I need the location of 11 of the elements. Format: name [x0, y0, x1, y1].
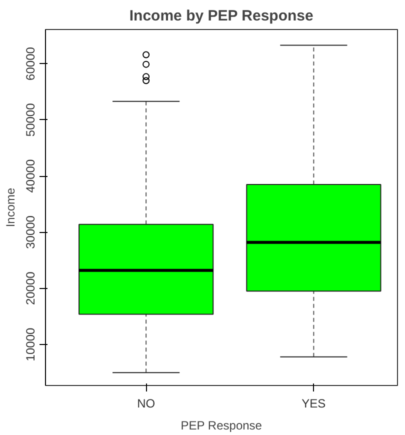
y-axis-title: Income	[4, 188, 18, 228]
y-tick-label: 60000	[24, 46, 38, 80]
y-tick-label: 50000	[24, 102, 38, 137]
y-tick-label: 30000	[24, 215, 38, 249]
x-tick-label: NO	[137, 396, 156, 410]
y-tick-label: 10000	[24, 328, 38, 362]
chart-title: Income by PEP Response	[129, 8, 314, 24]
x-tick-label: YES	[302, 396, 326, 410]
y-tick-label: 40000	[24, 159, 38, 193]
x-axis-title: PEP Response	[180, 418, 262, 432]
y-tick-label: 20000	[24, 271, 38, 306]
